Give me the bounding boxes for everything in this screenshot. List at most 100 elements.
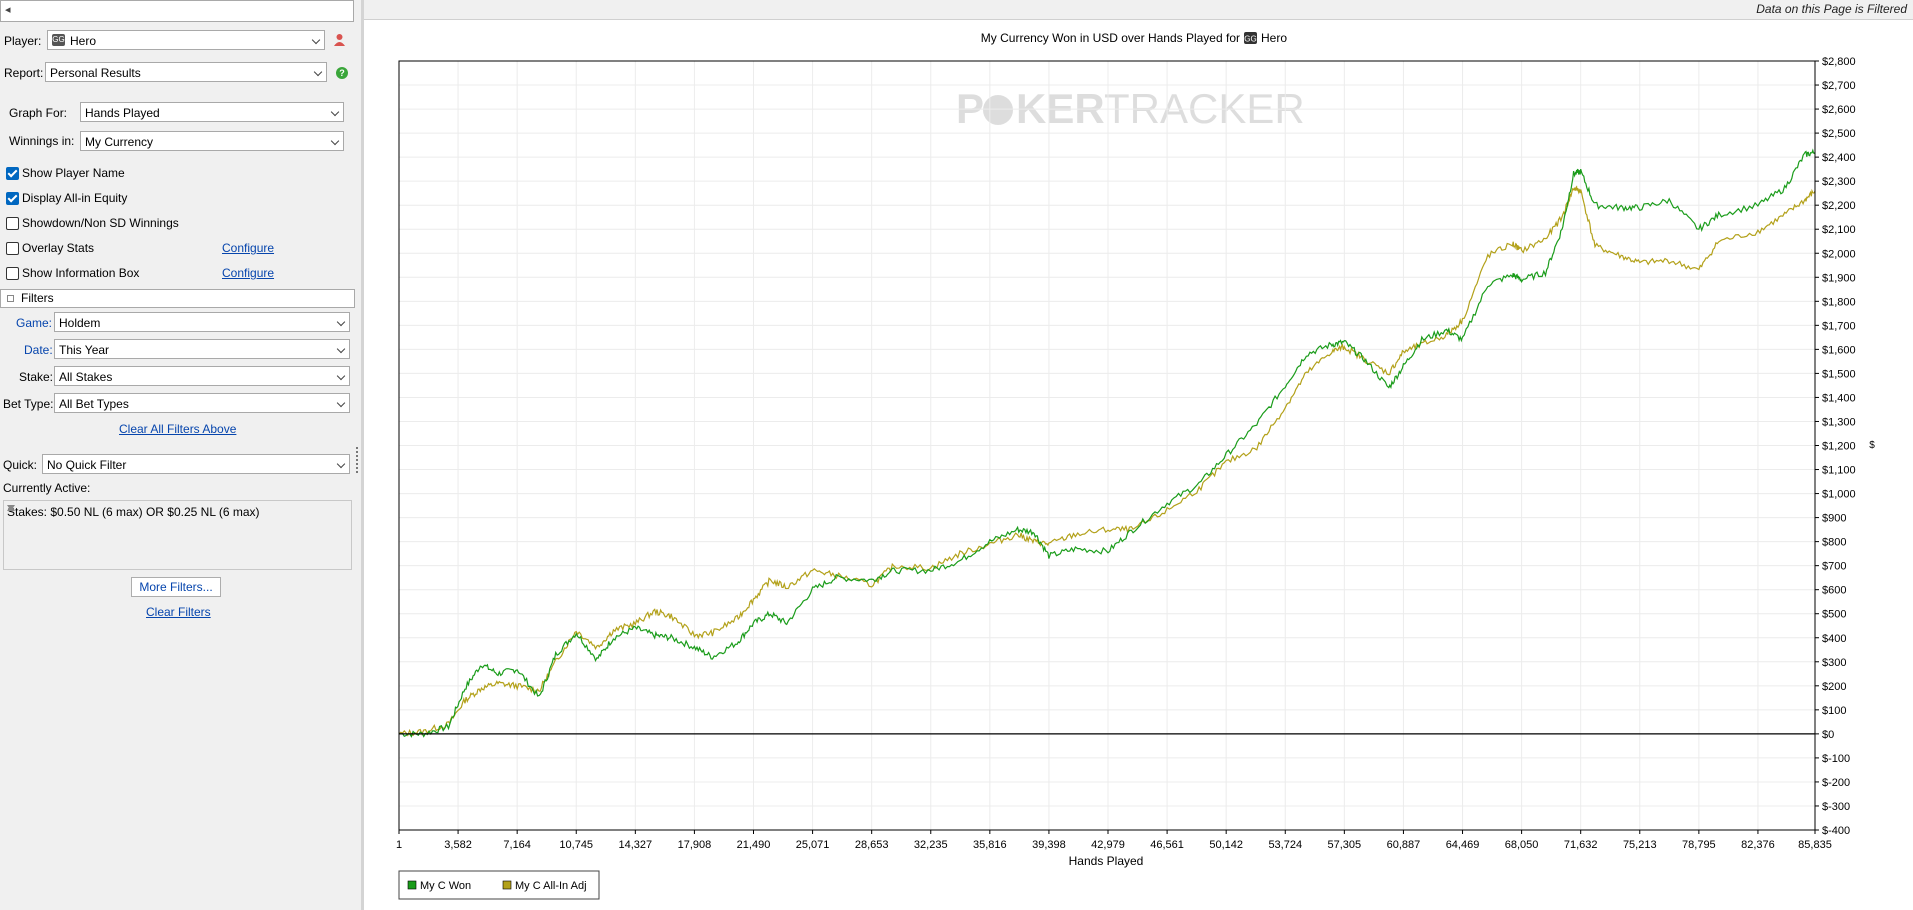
legend-swatch-allin	[502, 880, 512, 890]
game-select[interactable]: Holdem	[54, 312, 350, 332]
player-profile-icon[interactable]	[333, 33, 346, 47]
currently-active-box[interactable]: Stakes: $0.50 NL (6 max) OR $0.25 NL (6 …	[3, 500, 352, 570]
panel-splitter[interactable]	[361, 0, 364, 910]
y-axis: $2,800 $2,700 $2,600 $2,500 $2,400 $2,300 $2,2…	[1815, 56, 1856, 837]
watermark-p: P	[956, 85, 984, 132]
watermark-tracker: TRACKER	[1104, 85, 1305, 132]
chart-title: My Currency Won in USD over Hands Played…	[981, 31, 1240, 45]
collapse-arrow-icon[interactable]: ◂	[5, 4, 11, 16]
y-tick-label: $600	[1822, 585, 1846, 597]
player-select[interactable]: GG Hero	[47, 30, 325, 50]
more-filters-button[interactable]: More Filters...	[131, 577, 221, 597]
y-tick-label: $400	[1822, 633, 1846, 645]
watermark: P KER TRACKER	[956, 85, 1305, 132]
x-tick-label: 57,305	[1328, 839, 1362, 851]
clear-all-filters-link[interactable]: Clear All Filters Above	[119, 422, 237, 436]
y-tick-label: $2,300	[1822, 176, 1856, 188]
game-label[interactable]: Game:	[16, 316, 53, 330]
x-tick-label: 3,582	[444, 839, 472, 851]
graph-pane: Data on this Page is Filtered My Currenc…	[364, 0, 1913, 910]
date-label[interactable]: Date:	[24, 343, 53, 357]
x-tick-label: 39,398	[1032, 839, 1066, 851]
y-tick-label: $2,000	[1822, 248, 1856, 260]
display-allin-equity-label: Display All-in Equity	[22, 191, 128, 205]
chevron-down-icon	[336, 459, 346, 469]
stake-select[interactable]: All Stakes	[54, 366, 350, 386]
chevron-down-icon	[313, 67, 323, 77]
stake-value: All Stakes	[59, 370, 113, 384]
overlay-configure-link[interactable]: Configure	[222, 241, 275, 255]
y-tick-label: $-300	[1822, 801, 1850, 813]
showdown-winnings-checkbox[interactable]	[6, 217, 19, 230]
y-tick-label: $2,500	[1822, 128, 1856, 140]
graph-for-select[interactable]: Hands Played	[80, 102, 344, 122]
y-tick-label: $100	[1822, 705, 1846, 717]
chevron-down-icon	[311, 35, 321, 45]
x-tick-label: 60,887	[1387, 839, 1421, 851]
report-label: Report:	[4, 66, 44, 80]
report-value: Personal Results	[50, 66, 141, 80]
x-tick-label: 82,376	[1741, 839, 1775, 851]
x-tick-label: 85,835	[1798, 839, 1832, 851]
y-tick-label: $-400	[1822, 825, 1850, 837]
y-tick-label: $2,700	[1822, 80, 1856, 92]
top-collapse-bar[interactable]: ◂	[0, 0, 354, 22]
x-tick-label: 1	[396, 839, 402, 851]
y-tick-label: $300	[1822, 657, 1846, 669]
winnings-in-value: My Currency	[85, 135, 154, 149]
y-tick-label: $1,800	[1822, 296, 1856, 308]
x-axis-label: Hands Played	[1069, 854, 1144, 868]
x-tick-label: 25,071	[796, 839, 830, 851]
resize-grip[interactable]	[356, 447, 361, 473]
x-tick-label: 53,724	[1268, 839, 1302, 851]
x-tick-label: 35,816	[973, 839, 1007, 851]
y-tick-label: $2,100	[1822, 224, 1856, 236]
filters-section-header[interactable]: Filters	[0, 289, 355, 308]
x-tick-label: 28,653	[855, 839, 889, 851]
scroll-down-icon[interactable]	[7, 505, 15, 511]
y-tick-label: $700	[1822, 561, 1846, 573]
winnings-in-select[interactable]: My Currency	[80, 131, 344, 151]
legend-label-allin: My C All-In Adj	[515, 880, 587, 892]
show-info-box-checkbox[interactable]	[6, 267, 19, 280]
series-line-my-c-allin-adj	[398, 185, 1816, 737]
y-tick-label: $-100	[1822, 753, 1850, 765]
show-player-name-checkbox[interactable]	[6, 167, 19, 180]
y-tick-label: $200	[1822, 681, 1846, 693]
quick-label: Quick:	[3, 458, 38, 472]
x-tick-label: 32,235	[914, 839, 948, 851]
date-value: This Year	[59, 343, 110, 357]
y-tick-label: $2,200	[1822, 200, 1856, 212]
player-value: Hero	[70, 34, 97, 48]
collapse-box-icon[interactable]	[7, 295, 14, 302]
title-site-icon: GG	[1244, 35, 1256, 44]
report-select[interactable]: Personal Results	[45, 62, 327, 82]
quick-filter-select[interactable]: No Quick Filter	[42, 454, 350, 474]
info-box-configure-link[interactable]: Configure	[222, 266, 275, 280]
y-tick-label: $1,500	[1822, 368, 1856, 380]
bet-type-value: All Bet Types	[59, 397, 129, 411]
x-tick-label: 78,795	[1682, 839, 1716, 851]
x-axis: 1 3,582 7,164 10,745 14,327 17,908 21,490 25,07…	[396, 830, 1832, 851]
x-tick-label: 68,050	[1505, 839, 1539, 851]
overlay-stats-checkbox[interactable]	[6, 242, 19, 255]
chevron-down-icon	[330, 136, 340, 146]
x-tick-label: 21,490	[737, 839, 771, 851]
display-allin-equity-checkbox[interactable]	[6, 192, 19, 205]
chart-series	[398, 148, 1816, 738]
chevron-down-icon	[336, 371, 346, 381]
legend-label-won: My C Won	[420, 880, 471, 892]
clear-filters-link[interactable]: Clear Filters	[146, 605, 211, 619]
bet-type-select[interactable]: All Bet Types	[54, 393, 350, 413]
y-tick-label: $1,000	[1822, 489, 1856, 501]
date-select[interactable]: This Year	[54, 339, 350, 359]
title-site-icon-bg	[1244, 32, 1257, 44]
overlay-stats-label: Overlay Stats	[22, 241, 95, 255]
game-value: Holdem	[59, 316, 101, 330]
help-icon[interactable]: ?	[336, 67, 348, 79]
y-tick-label: $1,100	[1822, 465, 1856, 477]
y-tick-label: $1,200	[1822, 441, 1856, 453]
settings-panel: ◂ Player: GG Hero Report: Personal Resul…	[0, 0, 361, 910]
y-tick-label: $500	[1822, 609, 1846, 621]
chevron-down-icon	[336, 344, 346, 354]
